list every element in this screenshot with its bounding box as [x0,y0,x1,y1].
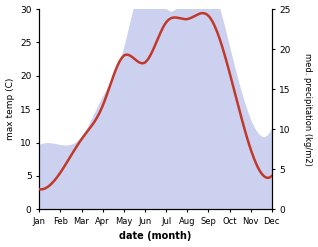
Y-axis label: med. precipitation (kg/m2): med. precipitation (kg/m2) [303,53,313,165]
X-axis label: date (month): date (month) [119,231,192,242]
Y-axis label: max temp (C): max temp (C) [5,78,15,140]
